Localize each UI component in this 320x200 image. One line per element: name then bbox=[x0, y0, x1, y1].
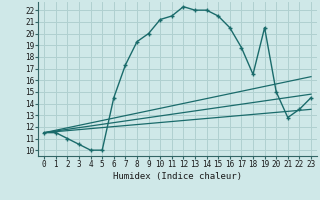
X-axis label: Humidex (Indice chaleur): Humidex (Indice chaleur) bbox=[113, 172, 242, 181]
